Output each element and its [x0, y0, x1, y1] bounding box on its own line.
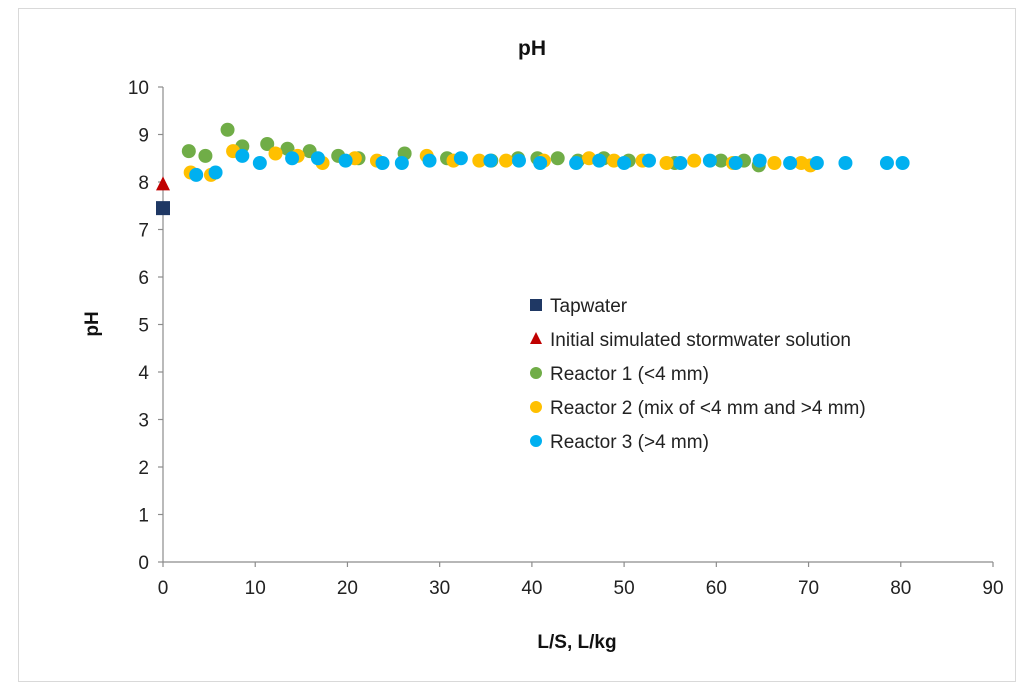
y-tick-label: 0 — [138, 553, 149, 574]
data-point — [252, 156, 267, 170]
y-tick-label: 9 — [138, 126, 149, 147]
y-tick-label: 6 — [138, 268, 149, 289]
data-point — [181, 144, 196, 159]
data-point — [659, 156, 674, 170]
y-tick-label: 7 — [138, 221, 149, 242]
data-point — [879, 156, 894, 170]
x-tick-label: 80 — [890, 578, 911, 599]
series-0 — [156, 201, 170, 216]
legend-marker — [530, 401, 542, 413]
x-tick-label: 60 — [706, 578, 727, 599]
legend-marker — [530, 332, 542, 344]
legend-marker — [530, 367, 542, 379]
x-axis-label: L/S, L/kg — [537, 632, 616, 653]
data-point — [809, 156, 824, 170]
data-point — [783, 156, 798, 170]
legend-label: Reactor 1 (<4 mm) — [550, 364, 709, 385]
x-tick-label: 50 — [614, 578, 635, 599]
y-tick-label: 4 — [138, 363, 149, 384]
x-tick-label: 0 — [158, 578, 169, 599]
data-point — [767, 156, 782, 170]
y-tick-label: 5 — [138, 316, 149, 337]
data-point — [702, 153, 717, 168]
x-tick-label: 30 — [429, 578, 450, 599]
data-point — [394, 156, 409, 170]
data-point — [375, 156, 390, 170]
series-4 — [189, 148, 910, 182]
data-point — [483, 153, 498, 168]
x-tick-label: 90 — [982, 578, 1003, 599]
y-tick-label: 1 — [138, 506, 149, 527]
data-point — [156, 201, 170, 216]
legend-label: Reactor 2 (mix of <4 mm and >4 mm) — [550, 398, 866, 419]
data-point — [156, 176, 170, 191]
y-tick-label: 2 — [138, 458, 149, 479]
x-tick-label: 40 — [521, 578, 542, 599]
data-point — [198, 148, 213, 163]
data-point — [310, 151, 325, 166]
data-points — [156, 122, 910, 216]
axes: 0 1 2 3 4 5 6 7 8 9 10 0 10 20 30 40 50 60 70 80 90 — [128, 78, 1004, 599]
x-tick-label: 70 — [798, 578, 819, 599]
x-tick-label: 20 — [337, 578, 358, 599]
legend: Tapwater Initial simulated stormwater sol… — [530, 296, 866, 453]
y-axis-label: pH — [82, 311, 103, 336]
data-point — [550, 151, 565, 166]
data-point — [235, 148, 250, 163]
chart-frame — [18, 8, 1016, 682]
data-point — [285, 151, 300, 166]
data-point — [268, 146, 283, 161]
data-point — [838, 156, 853, 170]
data-point — [220, 122, 235, 137]
data-point — [752, 153, 767, 168]
legend-label: Reactor 3 (>4 mm) — [550, 432, 709, 453]
data-point — [453, 151, 468, 166]
data-point — [533, 156, 548, 170]
data-point — [422, 153, 437, 168]
y-tick-label: 8 — [138, 173, 149, 194]
data-point — [592, 153, 607, 168]
y-tick-label: 3 — [138, 411, 149, 432]
legend-label: Tapwater — [550, 296, 628, 317]
data-point — [499, 153, 514, 168]
legend-marker — [530, 435, 542, 447]
data-point — [569, 156, 584, 170]
data-point — [472, 153, 487, 168]
data-point — [617, 156, 632, 170]
data-point — [511, 153, 526, 168]
data-point — [687, 153, 702, 168]
y-tick-label: 10 — [128, 78, 149, 99]
data-point — [189, 167, 204, 182]
data-point — [642, 153, 657, 168]
data-point — [338, 153, 353, 168]
chart-title: pH — [518, 37, 546, 60]
legend-label: Initial simulated stormwater solution — [550, 330, 851, 351]
data-point — [673, 156, 688, 170]
data-point — [260, 137, 275, 151]
data-point — [895, 156, 910, 170]
data-point — [713, 153, 728, 168]
data-point — [728, 156, 743, 170]
data-point — [208, 165, 223, 180]
x-tick-label: 10 — [245, 578, 266, 599]
series-1 — [156, 176, 170, 191]
legend-marker — [530, 299, 542, 311]
